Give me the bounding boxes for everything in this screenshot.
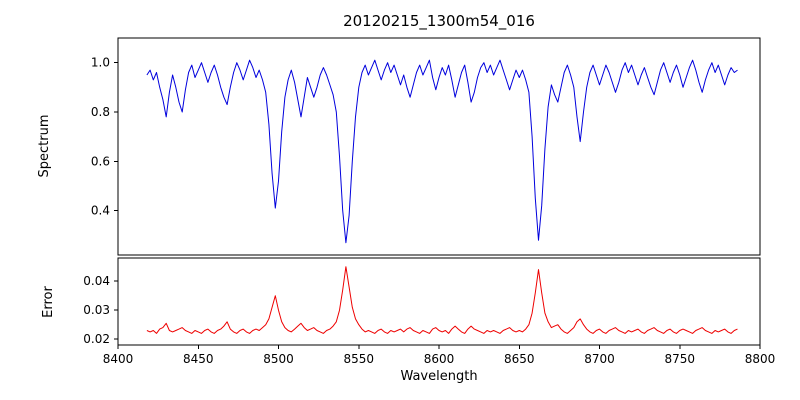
chart-title: 20120215_1300m54_016 <box>343 12 535 31</box>
x-tick-label: 8400 <box>103 352 134 366</box>
y-tick-label: 0.6 <box>91 154 110 168</box>
x-tick-label: 8600 <box>424 352 455 366</box>
x-tick-label: 8750 <box>664 352 695 366</box>
x-tick-label: 8550 <box>343 352 374 366</box>
panel-frame <box>117 37 761 256</box>
y-tick-label: 0.4 <box>91 204 110 218</box>
spectrum-series-line <box>146 59 738 244</box>
y-tick-label: 0.04 <box>83 274 110 288</box>
panel-frame <box>117 257 761 346</box>
spectrum-y-axis-label: Spectrum <box>37 115 52 178</box>
x-tick-label: 8650 <box>504 352 535 366</box>
x-axis-label: Wavelength <box>400 369 477 384</box>
y-tick-label: 1.0 <box>91 56 110 70</box>
x-tick-label: 8500 <box>263 352 294 366</box>
spectrum-panel: 0.4 0.6 0.8 1.0 <box>91 37 761 256</box>
error-panel: 0.02 0.03 0.04 8400 8450 8500 8550 8600 8650 8700… <box>83 257 776 366</box>
y-tick-label: 0.03 <box>83 303 110 317</box>
x-tick-label: 8700 <box>584 352 615 366</box>
error-y-axis-label: Error <box>41 286 56 318</box>
x-tick-label: 8450 <box>183 352 214 366</box>
error-series-line <box>146 266 738 334</box>
y-tick-label: 0.8 <box>91 105 110 119</box>
x-tick-label: 8800 <box>745 352 776 366</box>
y-tick-label: 0.02 <box>83 332 110 346</box>
